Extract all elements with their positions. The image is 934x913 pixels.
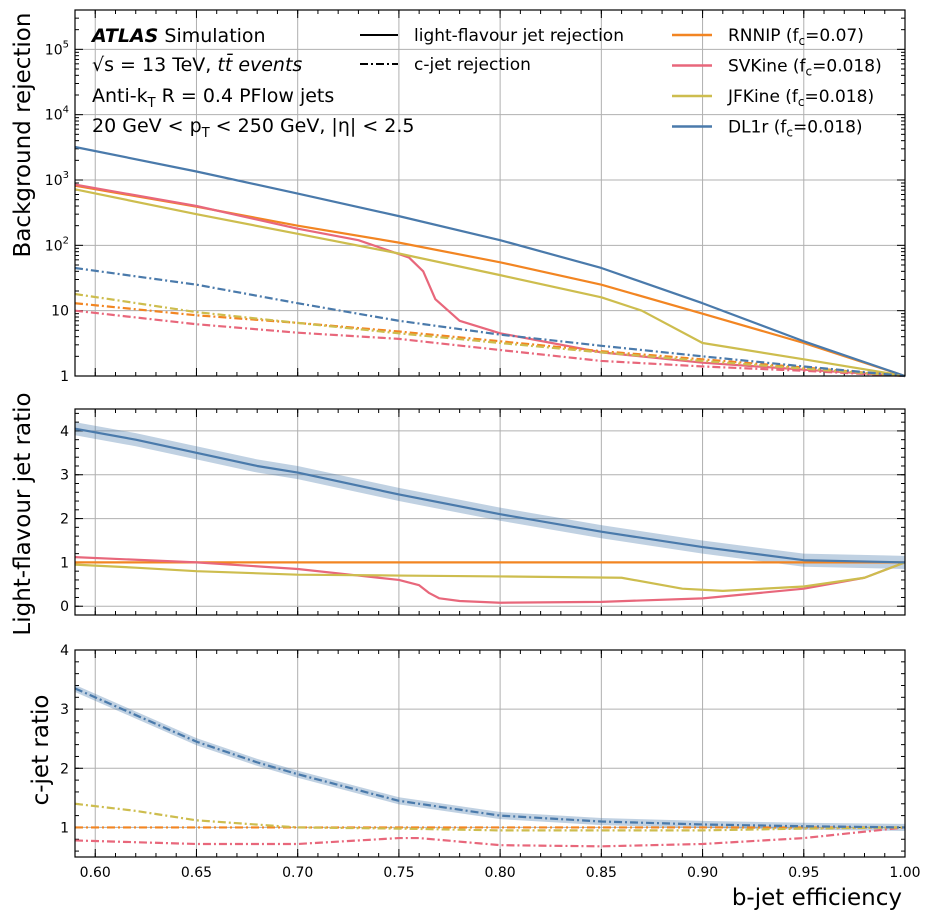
legend-label-rnnip: RNNIP (fc=0.07)	[728, 26, 864, 48]
series-uncertainty-band	[75, 684, 905, 831]
series-line-dl1r-dashdot	[74, 266, 906, 378]
legend-label-svkine: SVKine (fc=0.018)	[728, 57, 882, 79]
panel-frame	[74, 408, 906, 616]
y-tick-label: 1	[60, 369, 69, 385]
x-tick-label: 1.00	[889, 865, 920, 881]
y-tick-label: 4	[60, 424, 69, 440]
y-tick-label: 103	[45, 170, 69, 189]
legend-label-jfkine: JFKine (fc=0.018)	[727, 87, 874, 109]
series-uncertainty-band	[75, 422, 905, 569]
xlabel: b-jet efficiency	[732, 885, 902, 911]
jets-label: Anti-kT R = 0.4 PFlow jets	[92, 85, 334, 111]
series-line-jfkine-dashdot	[74, 802, 906, 832]
panel-frame	[74, 649, 906, 858]
experiment-label: ATLAS Simulation	[90, 25, 266, 47]
top-panel: 1 10 102 103 104 105	[45, 9, 906, 385]
series-line-jfkine-dashdot	[74, 292, 906, 378]
legend-label-dl1r: DL1r (fc=0.018)	[728, 118, 863, 140]
y-tick-label: 10	[51, 304, 69, 320]
y-tick-label: 104	[45, 105, 69, 124]
series-line-dl1r-solid	[74, 145, 906, 378]
x-tick-label: 0.90	[687, 865, 718, 881]
cuts-label: 20 GeV < pT < 250 GeV, |η| < 2.5	[92, 115, 415, 141]
y-tick-label: 2	[60, 761, 69, 777]
series-line-svkine-dashdot	[74, 826, 906, 848]
series-line-jfkine-solid	[74, 561, 906, 592]
y-tick-label: 3	[60, 702, 69, 718]
series-line-dl1r-dashdot	[74, 687, 906, 829]
x-tick-label: 0.65	[181, 865, 212, 881]
ylabel-middle: Light-flavour jet ratio	[10, 392, 36, 635]
series-line-jfkine-solid	[74, 188, 906, 378]
series-line-svkine-solid	[74, 183, 906, 378]
series-line-svkine-dashdot	[74, 309, 906, 378]
style-legend-dashdot-label: c-jet rejection	[414, 55, 531, 75]
x-tick-label: 0.95	[788, 865, 819, 881]
middle-panel: 0 1 2 3 4	[60, 408, 906, 616]
tagger-legend: RNNIP (fc=0.07) SVKine (fc=0.018) JFKine (…	[672, 26, 882, 140]
style-legend-solid-label: light-flavour jet rejection	[414, 26, 624, 46]
x-tick-label: 0.80	[485, 865, 516, 881]
y-tick-label: 2	[60, 512, 69, 528]
x-tick-label: 0.70	[282, 865, 313, 881]
y-tick-label: 1	[60, 820, 69, 836]
y-tick-label: 4	[60, 643, 69, 659]
x-tick-label: 0.60	[80, 865, 111, 881]
x-tick-label: 0.85	[586, 865, 617, 881]
x-tick-label: 0.75	[383, 865, 414, 881]
y-tick-label: 105	[45, 39, 69, 58]
y-tick-label: 102	[45, 235, 69, 254]
y-tick-label: 1	[60, 555, 69, 571]
style-legend: light-flavour jet rejection c-jet reject…	[360, 26, 624, 75]
panel-frame	[74, 9, 906, 377]
energy-label: √s = 13 TeV, tt̄ events	[92, 52, 302, 76]
ylabel-bottom: c-jet ratio	[28, 695, 54, 806]
series-line-svkine-solid	[74, 556, 906, 604]
y-tick-label: 3	[60, 468, 69, 484]
bottom-panel: 1 2 3 4 0.60 0.65 0.70 0.75 0.80 0.85 0.90 0.95 1.00	[60, 643, 921, 881]
series-line-dl1r-solid	[74, 427, 906, 564]
series-line-rnnip-dashdot	[74, 302, 906, 378]
ylabel-top: Background rejection	[10, 13, 36, 258]
y-tick-label: 0	[60, 599, 69, 615]
